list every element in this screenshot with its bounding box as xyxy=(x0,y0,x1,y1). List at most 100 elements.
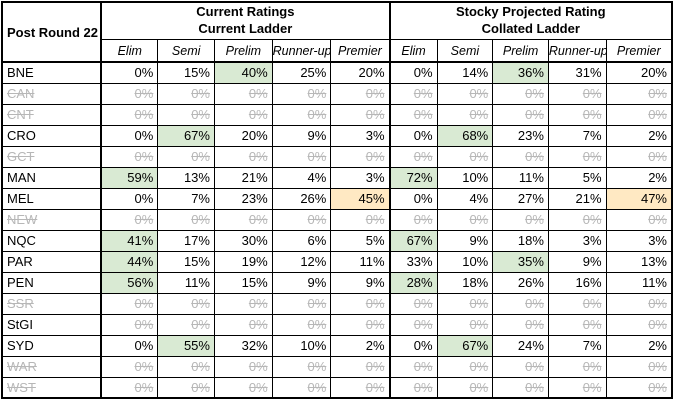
team-cell: WAR xyxy=(1,355,103,378)
value-cell: 0% xyxy=(100,103,159,126)
value-cell: 20% xyxy=(213,124,273,147)
value-cell: 0% xyxy=(605,82,673,105)
value-cell: 9% xyxy=(271,271,332,294)
value-cell: 0% xyxy=(436,208,494,231)
table-row-bne: BNE 0% 15% 40% 25% 20% 0% 14% 36% 31% 20% xyxy=(1,61,673,84)
value-cell: 20% xyxy=(605,61,673,84)
value-cell: 0% xyxy=(157,292,215,315)
value-cell: 0% xyxy=(213,355,273,378)
value-cell: 40% xyxy=(213,61,273,84)
value-cell: 27% xyxy=(492,187,549,210)
value-cell: 9% xyxy=(547,250,607,273)
value-cell: 0% xyxy=(492,313,549,336)
value-cell: 5% xyxy=(330,229,391,252)
value-cell: 3% xyxy=(330,166,391,189)
value-cell: 0% xyxy=(547,208,607,231)
table-row-man: MAN 59% 13% 21% 4% 3% 72% 10% 11% 5% 2% xyxy=(1,166,673,189)
value-cell: 0% xyxy=(330,313,391,336)
value-cell: 0% xyxy=(547,82,607,105)
value-cell: 0% xyxy=(157,82,215,105)
value-cell: 0% xyxy=(388,376,438,399)
value-cell: 0% xyxy=(388,292,438,315)
value-cell: 0% xyxy=(330,103,391,126)
value-cell: 0% xyxy=(330,208,391,231)
value-cell: 10% xyxy=(436,166,494,189)
team-cell: SYD xyxy=(1,334,103,357)
value-cell: 35% xyxy=(492,250,549,273)
group-title-line1: Current Ratings xyxy=(196,4,295,20)
value-cell: 56% xyxy=(100,271,159,294)
value-cell: 0% xyxy=(100,124,159,147)
value-cell: 45% xyxy=(330,187,391,210)
value-cell: 19% xyxy=(213,250,273,273)
value-cell: 0% xyxy=(213,376,273,399)
value-cell: 0% xyxy=(547,292,607,315)
table-row-new: NEW 0% 0% 0% 0% 0% 0% 0% 0% 0% 0% xyxy=(1,208,673,231)
value-cell: 0% xyxy=(436,82,494,105)
value-cell: 6% xyxy=(271,229,332,252)
value-cell: 3% xyxy=(547,229,607,252)
column-header-elim: Elim xyxy=(388,39,438,63)
value-cell: 0% xyxy=(436,103,494,126)
value-cell: 0% xyxy=(157,103,215,126)
value-cell: 72% xyxy=(388,166,438,189)
value-cell: 0% xyxy=(157,313,215,336)
value-cell: 14% xyxy=(436,61,494,84)
value-cell: 25% xyxy=(271,61,332,84)
value-cell: 44% xyxy=(100,250,159,273)
table-row-pen: PEN 56% 11% 15% 9% 9% 28% 18% 26% 16% 11% xyxy=(1,271,673,294)
team-cell: GCT xyxy=(1,145,103,168)
team-cell: StGI xyxy=(1,313,103,336)
value-cell: 0% xyxy=(100,187,159,210)
value-cell: 10% xyxy=(436,250,494,273)
table-row-ssr: SSR 0% 0% 0% 0% 0% 0% 0% 0% 0% 0% xyxy=(1,292,673,315)
value-cell: 0% xyxy=(271,292,332,315)
value-cell: 0% xyxy=(213,82,273,105)
value-cell: 67% xyxy=(388,229,438,252)
corner-cell-post-round: Post Round 22 xyxy=(1,1,103,63)
table-row-cro: CRO 0% 67% 20% 9% 3% 0% 68% 23% 7% 2% xyxy=(1,124,673,147)
value-cell: 0% xyxy=(100,334,159,357)
group-title-line2: Collated Ladder xyxy=(481,21,580,36)
value-cell: 0% xyxy=(271,103,332,126)
value-cell: 0% xyxy=(388,145,438,168)
value-cell: 0% xyxy=(492,376,549,399)
table-row-war: WAR 0% 0% 0% 0% 0% 0% 0% 0% 0% 0% xyxy=(1,355,673,378)
value-cell: 0% xyxy=(330,82,391,105)
team-cell: PEN xyxy=(1,271,103,294)
value-cell: 0% xyxy=(330,376,391,399)
value-cell: 0% xyxy=(547,313,607,336)
value-cell: 0% xyxy=(492,145,549,168)
value-cell: 0% xyxy=(605,103,673,126)
value-cell: 7% xyxy=(157,187,215,210)
table-row-can: CAN 0% 0% 0% 0% 0% 0% 0% 0% 0% 0% xyxy=(1,82,673,105)
value-cell: 0% xyxy=(492,208,549,231)
value-cell: 5% xyxy=(547,166,607,189)
team-cell: MEL xyxy=(1,187,103,210)
value-cell: 0% xyxy=(547,103,607,126)
column-header-semi: Semi xyxy=(436,39,494,63)
value-cell: 0% xyxy=(492,292,549,315)
value-cell: 21% xyxy=(547,187,607,210)
value-cell: 11% xyxy=(605,271,673,294)
value-cell: 15% xyxy=(213,271,273,294)
value-cell: 0% xyxy=(605,355,673,378)
value-cell: 0% xyxy=(492,355,549,378)
column-header-prelim: Prelim xyxy=(492,39,549,63)
value-cell: 26% xyxy=(492,271,549,294)
value-cell: 33% xyxy=(388,250,438,273)
value-cell: 30% xyxy=(213,229,273,252)
value-cell: 0% xyxy=(157,355,215,378)
value-cell: 0% xyxy=(213,313,273,336)
value-cell: 18% xyxy=(436,271,494,294)
table-row-mel: MEL 0% 7% 23% 26% 45% 0% 4% 27% 21% 47% xyxy=(1,187,673,210)
value-cell: 0% xyxy=(388,334,438,357)
team-cell: CRO xyxy=(1,124,103,147)
value-cell: 0% xyxy=(271,82,332,105)
value-cell: 0% xyxy=(436,313,494,336)
value-cell: 9% xyxy=(330,271,391,294)
value-cell: 0% xyxy=(100,355,159,378)
value-cell: 0% xyxy=(330,292,391,315)
value-cell: 2% xyxy=(330,334,391,357)
team-cell: CAN xyxy=(1,82,103,105)
